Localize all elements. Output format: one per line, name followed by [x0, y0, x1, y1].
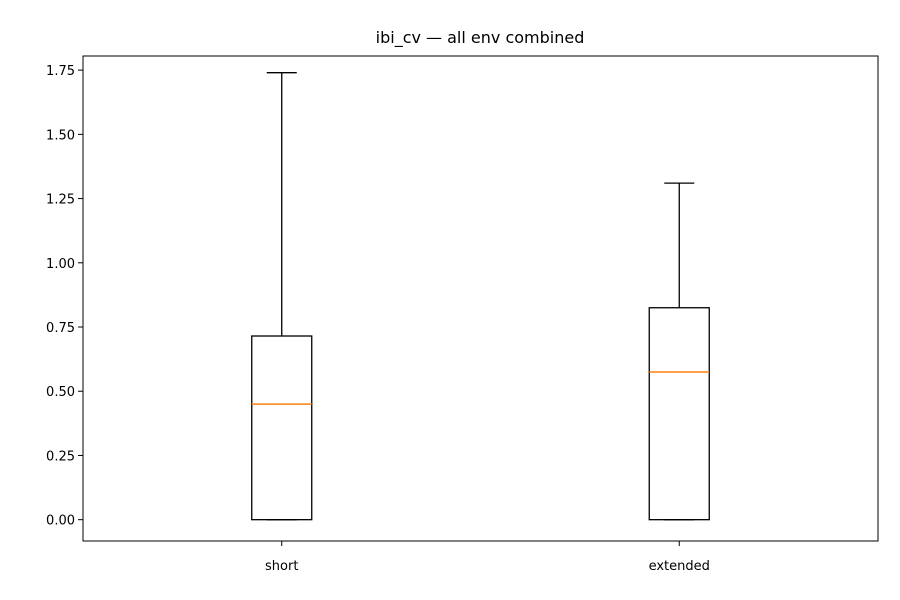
iqr-box — [648, 307, 710, 521]
y-tick-label: 0.50 — [46, 385, 75, 400]
plot-frame — [82, 55, 879, 542]
y-axis: 0.00 0.25 0.50 0.75 1.00 1.25 1.50 1.75 — [46, 64, 83, 529]
plot-area — [251, 72, 710, 521]
x-axis: short extended — [265, 541, 710, 574]
y-tick-label: 1.75 — [46, 64, 75, 79]
x-tick-label: short — [265, 559, 298, 574]
chart-title: ibi_cv — all env combined — [376, 28, 585, 48]
y-tick-label: 0.00 — [46, 514, 75, 529]
box-short — [251, 72, 313, 521]
y-tick-label: 0.75 — [46, 321, 75, 336]
x-tick-label: extended — [649, 559, 710, 574]
y-tick-label: 1.00 — [46, 257, 75, 272]
iqr-box — [251, 335, 313, 521]
y-tick-label: 0.25 — [46, 449, 75, 464]
box-extended — [648, 182, 710, 521]
y-tick-label: 1.50 — [46, 128, 75, 143]
y-tick-label: 1.25 — [46, 193, 75, 208]
